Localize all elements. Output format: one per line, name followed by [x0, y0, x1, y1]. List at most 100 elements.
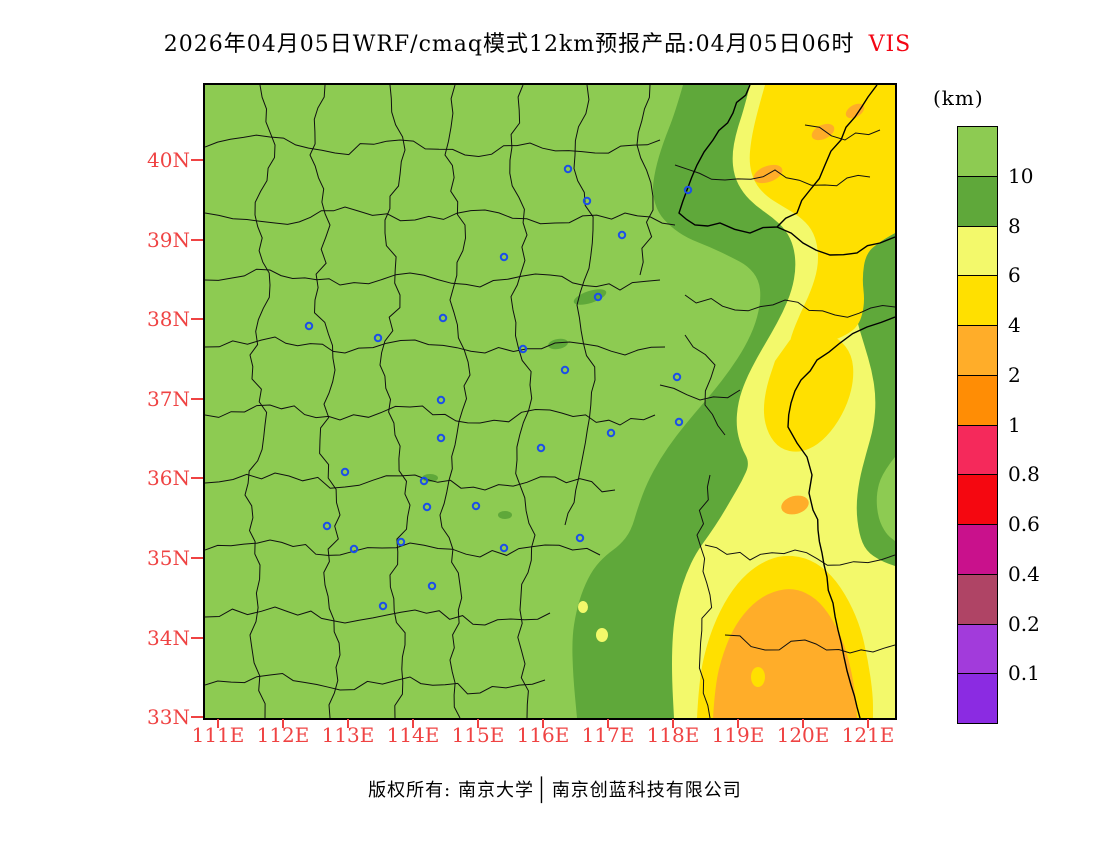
legend-color-box: [957, 573, 998, 625]
copyright-owner: 版权所有: 南京大学: [368, 780, 534, 801]
vis-2-4-spot: [845, 103, 865, 119]
legend-color-box: [957, 673, 998, 724]
lat-tick-mark: [191, 159, 203, 161]
legend-color-box: [957, 175, 998, 227]
legend-color-box: [957, 275, 998, 326]
station-marker: [373, 333, 383, 343]
lon-tick-mark: [672, 719, 674, 728]
lon-tick-label: 117E: [581, 723, 635, 747]
station-marker: [560, 365, 570, 375]
legend-color-box: [957, 225, 998, 277]
vis-6-8-spot: [578, 601, 588, 613]
lon-tick-label: 112E: [256, 723, 310, 747]
lat-tick-mark: [191, 716, 203, 718]
legend-color-box: [957, 474, 998, 525]
copyright-footer: 版权所有: 南京大学 │ 南京创蓝科技有限公司: [0, 776, 1100, 804]
lat-tick-mark: [191, 318, 203, 320]
lon-tick-mark: [347, 719, 349, 728]
station-marker: [593, 292, 603, 302]
lon-tick-label: 116E: [516, 723, 570, 747]
lon-tick-mark: [802, 719, 804, 728]
vis-4-6-shandong: [763, 333, 854, 452]
lon-tick-label: 121E: [841, 723, 895, 747]
station-marker: [396, 537, 406, 547]
station-marker: [349, 544, 359, 554]
county-boundary: [636, 85, 654, 276]
coastline: [678, 85, 878, 234]
legend-value-label: 1: [1008, 412, 1021, 437]
lon-tick-mark: [737, 719, 739, 728]
legend-value-label: 0.8: [1008, 462, 1040, 487]
station-marker: [438, 313, 448, 323]
title-variable: VIS: [868, 32, 912, 57]
station-marker: [427, 581, 437, 591]
lon-tick-mark: [477, 719, 479, 728]
lat-tick-label: 34N: [147, 626, 190, 650]
footer-separator: │: [535, 777, 548, 804]
vis-4-6-northeast: [749, 85, 895, 354]
county-boundary: [696, 474, 713, 718]
lat-tick-mark: [191, 637, 203, 639]
county-boundary: [804, 124, 881, 141]
legend-value-label: 2: [1008, 362, 1021, 387]
legend-value-label: 6: [1008, 263, 1021, 288]
county-boundary: [205, 134, 661, 158]
legend-color-box: [957, 325, 998, 376]
county-boundary: [205, 404, 656, 426]
county-boundary: [205, 606, 551, 626]
legend-value-label: 0.4: [1008, 561, 1040, 586]
station-marker: [422, 502, 432, 512]
station-marker: [674, 417, 684, 427]
lon-tick-label: 119E: [711, 723, 765, 747]
lon-tick-label: 118E: [646, 723, 700, 747]
station-marker: [606, 428, 616, 438]
legend-value-label: 0.6: [1008, 512, 1040, 536]
county-boundary: [684, 294, 895, 318]
coastline: [787, 316, 895, 718]
county-boundary: [674, 164, 871, 187]
vis-2-4-southeast: [713, 589, 857, 718]
lat-tick-mark: [191, 239, 203, 241]
lon-tick-label: 114E: [386, 723, 440, 747]
copyright-company: 南京创蓝科技有限公司: [551, 780, 742, 801]
legend-value-label: 0.1: [1008, 661, 1040, 686]
station-marker: [436, 433, 446, 443]
station-marker: [471, 501, 481, 511]
legend-color-box: [957, 374, 998, 426]
vis-4-6-spot: [751, 667, 765, 687]
county-boundary: [205, 672, 546, 695]
legend-value-label: 10: [1008, 163, 1034, 188]
lat-tick-mark: [191, 557, 203, 559]
vis-6-8-spot: [596, 628, 608, 642]
legend-value-label: 8: [1008, 213, 1021, 238]
county-boundary: [564, 85, 596, 526]
vis-2-4-spot: [781, 495, 809, 515]
county-boundary: [205, 206, 676, 226]
county-boundary: [684, 334, 726, 436]
lat-tick-label: 33N: [147, 705, 190, 729]
lon-tick-mark: [217, 719, 219, 728]
page-title: 2026年04月05日WRF/cmaq模式12km预报产品:04月05日06时 V…: [0, 26, 1075, 58]
legend-value-label: 4: [1008, 313, 1021, 337]
station-marker: [683, 185, 693, 195]
lon-tick-mark: [867, 719, 869, 728]
lon-tick-mark: [542, 719, 544, 728]
lon-tick-label: 120E: [776, 723, 830, 747]
legend-unit-label: (km): [933, 86, 984, 110]
station-marker: [499, 252, 509, 262]
vis-2-4-spot: [811, 123, 835, 141]
county-boundary: [704, 544, 895, 566]
station-marker: [617, 230, 627, 240]
county-boundary: [659, 384, 741, 401]
station-marker: [436, 395, 446, 405]
station-marker: [582, 196, 592, 206]
lon-tick-mark: [607, 719, 609, 728]
lon-tick-label: 115E: [451, 723, 505, 747]
county-boundary: [509, 85, 536, 718]
station-marker: [499, 543, 509, 553]
legend-color-box: [957, 623, 998, 675]
lon-tick-label: 113E: [321, 723, 375, 747]
vis-gt10-east-sliver: [876, 457, 895, 541]
station-marker: [304, 321, 314, 331]
